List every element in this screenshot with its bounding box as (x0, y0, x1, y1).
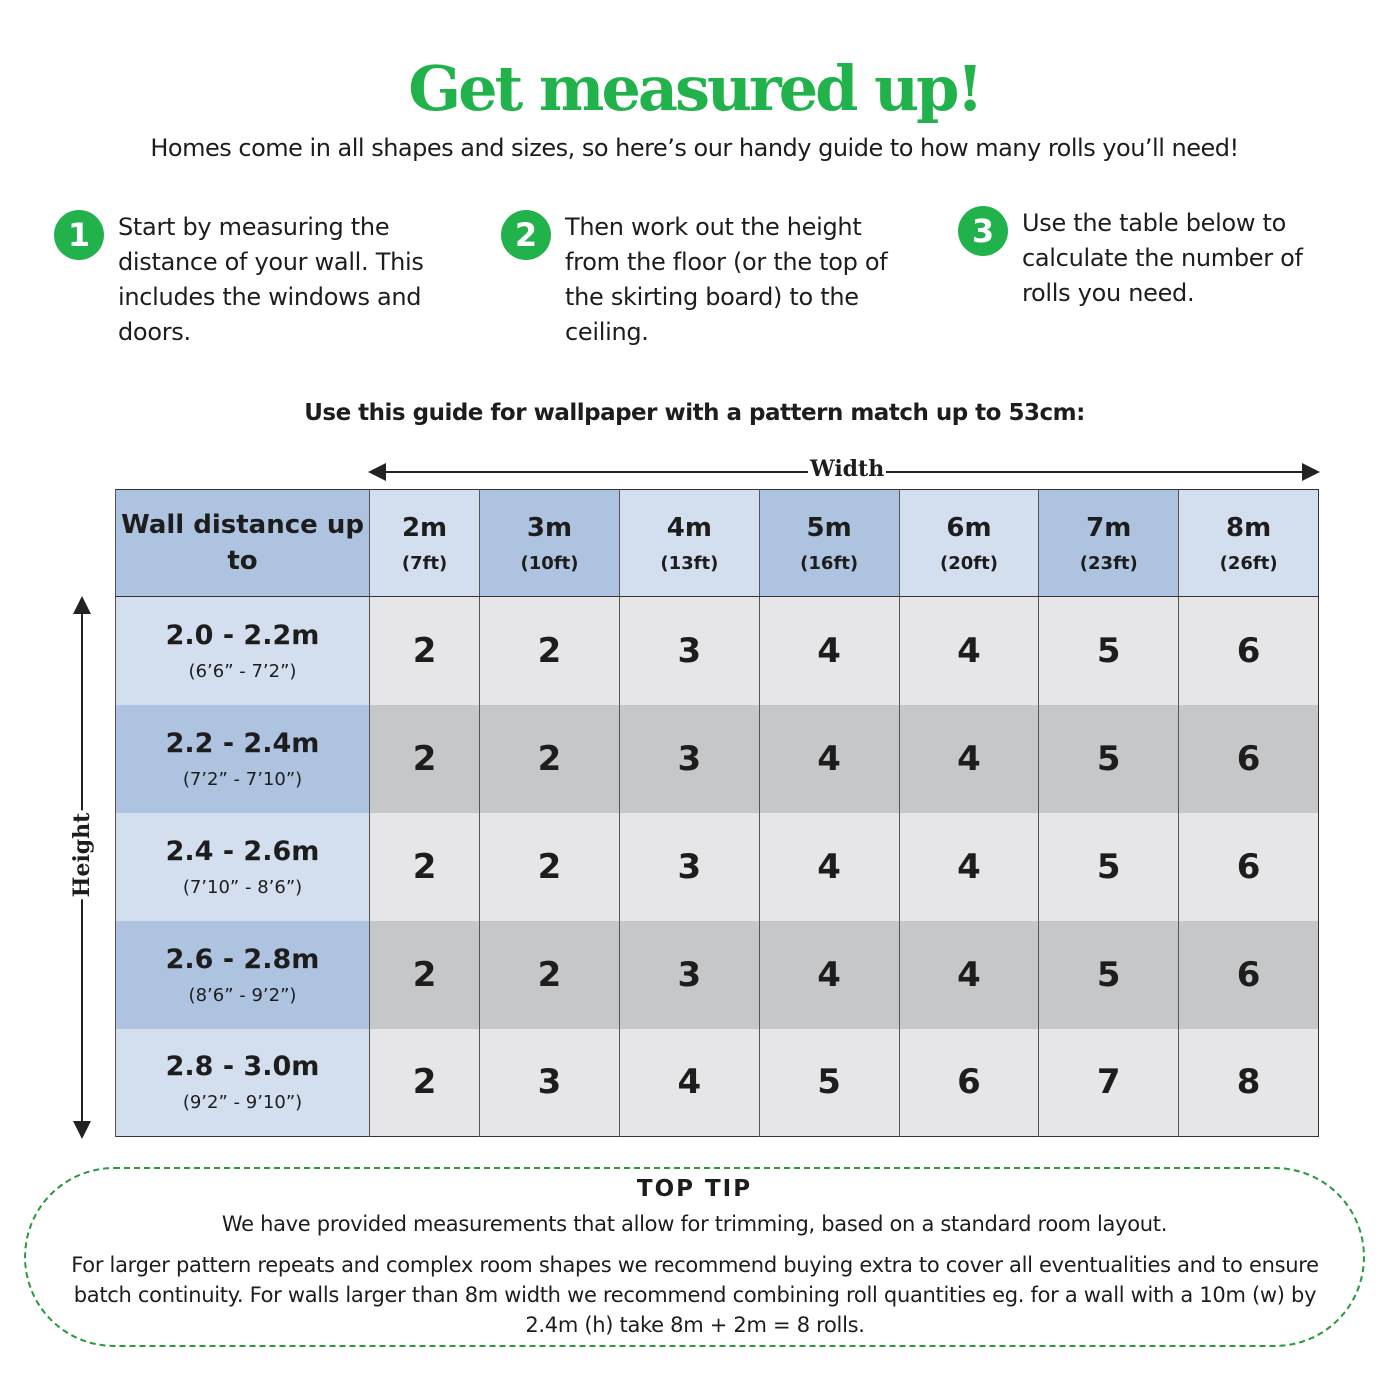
column-metres: 4m (666, 512, 712, 543)
rolls-cell: 4 (898, 920, 1039, 1029)
width-label: Width (808, 456, 887, 482)
rolls-cell: 6 (1178, 812, 1319, 921)
column-feet: (23ft) (1079, 552, 1138, 574)
row-metres: 2.0 - 2.2m (165, 619, 320, 651)
row-feet: (7’2” - 7’10”) (182, 768, 303, 790)
step-text: Then work out the height from the floor … (565, 213, 888, 346)
rolls-cell: 6 (898, 1028, 1039, 1137)
step-1: 1 Start by measuring the distance of you… (54, 210, 454, 350)
rolls-cell: 2 (368, 596, 480, 705)
row-header: 2.8 - 3.0m (9’2” - 9’10”) (115, 1028, 370, 1137)
rolls-cell: 5 (758, 1028, 900, 1137)
top-tip-line-1: We have provided measurements that allow… (221, 1212, 1168, 1236)
row-header: 2.4 - 2.6m (7’10” - 8’6”) (115, 812, 370, 921)
rolls-cell: 3 (618, 812, 760, 921)
rolls-cell: 5 (1038, 920, 1179, 1029)
step-3: 3 Use the table below to calculate the n… (958, 206, 1318, 311)
column-metres: 8m (1225, 512, 1272, 543)
corner-label: Wall distance up to (121, 510, 364, 576)
rolls-cell: 7 (1038, 1028, 1179, 1137)
rolls-cell: 4 (758, 812, 900, 921)
rolls-cell: 8 (1178, 1028, 1319, 1137)
step-number-badge: 3 (958, 206, 1008, 256)
rolls-cell: 5 (1038, 596, 1179, 705)
table-row: 2.8 - 3.0m (9’2” - 9’10”) 2 3 4 5 6 7 8 (115, 1028, 1319, 1137)
column-feet: (10ft) (520, 552, 579, 574)
column-feet: (20ft) (939, 552, 998, 574)
row-feet: (9’2” - 9’10”) (182, 1092, 303, 1114)
column-feet: (26ft) (1219, 552, 1278, 574)
subtitle: Homes come in all shapes and sizes, so h… (150, 134, 1239, 162)
page-title: Get measured up! (408, 52, 984, 125)
column-feet: (7ft) (401, 552, 448, 574)
column-feet: (13ft) (660, 552, 719, 574)
column-header-3m: 3m (10ft) (479, 489, 620, 597)
column-metres: 7m (1086, 512, 1132, 543)
rolls-cell: 2 (368, 812, 480, 921)
column-header-4m: 4m (13ft) (618, 489, 760, 597)
rolls-cell: 2 (479, 704, 620, 813)
top-tip-title: TOP TIP (636, 1176, 753, 1202)
column-header-2m: 2m (7ft) (368, 489, 480, 597)
rolls-table: Wall distance up to 2m (7ft) 3m (10ft) 4m (13… (115, 489, 1319, 1137)
rolls-cell: 4 (758, 920, 900, 1029)
table-row: 2.0 - 2.2m (6’6” - 7’2”) 2 2 3 4 4 5 6 (115, 596, 1319, 705)
rolls-cell: 3 (618, 920, 760, 1029)
column-header-6m: 6m (20ft) (898, 489, 1039, 597)
column-metres: 6m (946, 512, 992, 543)
row-feet: (8’6” - 9’2”) (188, 984, 297, 1006)
column-metres: 3m (526, 512, 573, 543)
rolls-cell: 2 (479, 812, 620, 921)
rolls-cell: 3 (618, 704, 760, 813)
column-header-8m: 8m (26ft) (1178, 489, 1319, 597)
rolls-cell: 3 (479, 1028, 620, 1137)
top-tip-line-2: For larger pattern repeats and complex r… (71, 1253, 1319, 1337)
rolls-cell: 6 (1178, 596, 1319, 705)
row-metres: 2.2 - 2.4m (165, 727, 320, 759)
step-number-badge: 1 (54, 210, 104, 260)
column-feet: (16ft) (800, 552, 859, 574)
column-header-7m: 7m (23ft) (1038, 489, 1179, 597)
height-label: Height (69, 810, 95, 900)
rolls-cell: 5 (1038, 704, 1179, 813)
rolls-cell: 2 (368, 920, 480, 1029)
row-feet: (6’6” - 7’2”) (188, 660, 297, 682)
rolls-cell: 3 (618, 596, 760, 705)
table-row: 2.6 - 2.8m (8’6” - 9’2”) 2 2 3 4 4 5 6 (115, 920, 1319, 1029)
guide-heading: Use this guide for wallpaper with a patt… (304, 400, 1085, 426)
row-feet: (7’10” - 8’6”) (182, 876, 303, 898)
step-number-badge: 2 (501, 210, 551, 260)
rolls-cell: 2 (479, 920, 620, 1029)
rolls-cell: 4 (758, 704, 900, 813)
column-metres: 2m (401, 512, 448, 543)
column-header-5m: 5m (16ft) (758, 489, 900, 597)
row-header: 2.2 - 2.4m (7’2” - 7’10”) (115, 704, 370, 813)
row-metres: 2.6 - 2.8m (165, 943, 320, 975)
rolls-cell: 6 (1178, 920, 1319, 1029)
step-text: Use the table below to calculate the num… (1022, 209, 1303, 307)
rolls-cell: 2 (368, 1028, 480, 1137)
rolls-cell: 4 (618, 1028, 760, 1137)
rolls-cell: 4 (898, 812, 1039, 921)
step-2: 2 Then work out the height from the floo… (501, 210, 911, 350)
row-header: 2.6 - 2.8m (8’6” - 9’2”) (115, 920, 370, 1029)
rolls-cell: 4 (898, 704, 1039, 813)
table-row: 2.4 - 2.6m (7’10” - 8’6”) 2 2 3 4 4 5 6 (115, 812, 1319, 921)
rolls-cell: 6 (1178, 704, 1319, 813)
table-row: 2.2 - 2.4m (7’2” - 7’10”) 2 2 3 4 4 5 6 (115, 704, 1319, 813)
step-text: Start by measuring the distance of your … (118, 213, 424, 346)
rolls-cell: 5 (1038, 812, 1179, 921)
rolls-cell: 4 (758, 596, 900, 705)
row-metres: 2.8 - 3.0m (165, 1051, 320, 1083)
column-metres: 5m (806, 512, 852, 543)
rolls-cell: 2 (479, 596, 620, 705)
top-tip-box (24, 1167, 1365, 1347)
rolls-cell: 2 (368, 704, 480, 813)
corner-header: Wall distance up to (115, 489, 370, 597)
rolls-cell: 4 (898, 596, 1039, 705)
row-header: 2.0 - 2.2m (6’6” - 7’2”) (115, 596, 370, 705)
row-metres: 2.4 - 2.6m (165, 835, 320, 867)
